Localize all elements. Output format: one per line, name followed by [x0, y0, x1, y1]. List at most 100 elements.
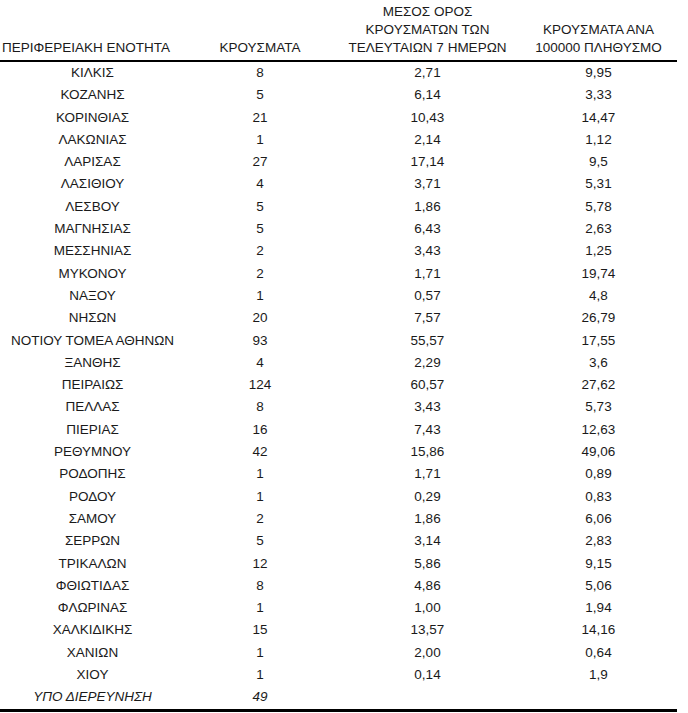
table-cell: 5,78: [520, 196, 677, 218]
table-cell: 1,25: [520, 240, 677, 262]
table-cell: 60,57: [335, 374, 520, 396]
table-cell: ΣΕΡΡΩΝ: [0, 530, 185, 552]
footer-label: ΥΠΟ ΔΙΕΡΕΥΝΗΣΗ: [0, 686, 185, 708]
table-cell: ΝΗΣΩΝ: [0, 307, 185, 329]
table-cell: 1: [185, 129, 335, 151]
table-row: ΠΕΛΛΑΣ83,435,73: [0, 396, 677, 418]
table-row: ΤΡΙΚΑΛΩΝ125,869,15: [0, 553, 677, 575]
table-cell: 42: [185, 441, 335, 463]
column-header-label-line: ΜΕΣΟΣ ΟΡΟΣ: [335, 3, 520, 21]
table-cell: 5: [185, 84, 335, 106]
column-header-regional-unit: ΠΕΡΙΦΕΡΕΙΑΚΗ ΕΝΟΤΗΤΑ: [0, 0, 185, 61]
table-cell: 19,74: [520, 263, 677, 285]
table-cell: 0,89: [520, 463, 677, 485]
table-cell: 1,71: [335, 463, 520, 485]
table-cell: 6,06: [520, 508, 677, 530]
table-cell: 3,33: [520, 84, 677, 106]
table-row: ΝΗΣΩΝ207,5726,79: [0, 307, 677, 329]
table-row: ΚΟΖΑΝΗΣ56,143,33: [0, 84, 677, 106]
table-cell: ΡΟΔΟΠΗΣ: [0, 463, 185, 485]
table-cell: 2: [185, 508, 335, 530]
table-cell: 3,71: [335, 173, 520, 195]
report-page: ΠΕΡΙΦΕΡΕΙΑΚΗ ΕΝΟΤΗΤΑ ΚΡΟΥΣΜΑΤΑ ΜΕΣΟΣ ΟΡΟ…: [0, 0, 688, 713]
table-row: ΡΟΔΟΥ10,290,83: [0, 486, 677, 508]
table-cell: ΤΡΙΚΑΛΩΝ: [0, 553, 185, 575]
table-cell: ΛΑΡΙΣΑΣ: [0, 151, 185, 173]
table-cell: 55,57: [335, 330, 520, 352]
table-cell: ΛΕΣΒΟΥ: [0, 196, 185, 218]
table-row: ΚΟΡΙΝΘΙΑΣ2110,4314,47: [0, 107, 677, 129]
table-cell: 1: [185, 642, 335, 664]
table-row: ΠΙΕΡΙΑΣ167,4312,63: [0, 419, 677, 441]
table-cell: 15: [185, 619, 335, 641]
table-cell: 14,16: [520, 619, 677, 641]
table-cell: 2: [185, 263, 335, 285]
table-row: ΣΕΡΡΩΝ53,142,83: [0, 530, 677, 552]
table-cell: 14,47: [520, 107, 677, 129]
table-cell: ΦΛΩΡΙΝΑΣ: [0, 597, 185, 619]
table-cell: 5: [185, 530, 335, 552]
header-row: ΠΕΡΙΦΕΡΕΙΑΚΗ ΕΝΟΤΗΤΑ ΚΡΟΥΣΜΑΤΑ ΜΕΣΟΣ ΟΡΟ…: [0, 0, 677, 61]
table-body: ΚΙΛΚΙΣ82,719,95ΚΟΖΑΝΗΣ56,143,33ΚΟΡΙΝΘΙΑΣ…: [0, 61, 677, 686]
table-cell: 2,71: [335, 61, 520, 84]
table-cell: ΧΑΛΚΙΔΙΚΗΣ: [0, 619, 185, 641]
table-row: ΦΘΙΩΤΙΔΑΣ84,865,06: [0, 575, 677, 597]
table-cell: 3,43: [335, 240, 520, 262]
table-cell: 8: [185, 61, 335, 84]
table-cell: ΦΘΙΩΤΙΔΑΣ: [0, 575, 185, 597]
column-header-label-line: ΤΕΛΕΥΤΑΙΩΝ 7 ΗΜΕΡΩΝ: [335, 39, 520, 57]
table-cell: 16: [185, 419, 335, 441]
table-cell: 7,57: [335, 307, 520, 329]
table-cell: 5,86: [335, 553, 520, 575]
table-cell: ΠΕΛΛΑΣ: [0, 396, 185, 418]
table-cell: ΡΕΘΥΜΝΟΥ: [0, 441, 185, 463]
table-cell: 9,95: [520, 61, 677, 84]
table-cell: 1,86: [335, 508, 520, 530]
column-header-label-line: ΚΡΟΥΣΜΑΤΩΝ ΤΩΝ: [335, 21, 520, 39]
table-cell: 4,8: [520, 285, 677, 307]
table-row: ΧΙΟΥ10,141,9: [0, 664, 677, 686]
table-cell: 2,83: [520, 530, 677, 552]
table-cell: 5,73: [520, 396, 677, 418]
table-cell: 12,63: [520, 419, 677, 441]
column-header-label-line: ΚΡΟΥΣΜΑΤΑ ΑΝΑ: [520, 21, 677, 39]
table-cell: 9,15: [520, 553, 677, 575]
table-cell: 4: [185, 173, 335, 195]
table-cell: 9,5: [520, 151, 677, 173]
table-cell: 15,86: [335, 441, 520, 463]
table-cell: 1,86: [335, 196, 520, 218]
table-cell: ΞΑΝΘΗΣ: [0, 352, 185, 374]
table-row: ΜΑΓΝΗΣΙΑΣ56,432,63: [0, 218, 677, 240]
table-cell: 1: [185, 486, 335, 508]
table-cell: 2,29: [335, 352, 520, 374]
table-cell: ΜΥΚΟΝΟΥ: [0, 263, 185, 285]
footer-empty-cell: [335, 686, 520, 708]
table-cell: 3,6: [520, 352, 677, 374]
bottom-double-rule: [0, 709, 677, 712]
table-row: ΧΑΝΙΩΝ12,000,64: [0, 642, 677, 664]
table-cell: 1,12: [520, 129, 677, 151]
table-cell: 1,71: [335, 263, 520, 285]
table-header: ΠΕΡΙΦΕΡΕΙΑΚΗ ΕΝΟΤΗΤΑ ΚΡΟΥΣΜΑΤΑ ΜΕΣΟΣ ΟΡΟ…: [0, 0, 677, 61]
table-cell: 2: [185, 240, 335, 262]
table-cell: ΠΕΙΡΑΙΩΣ: [0, 374, 185, 396]
table-row: ΞΑΝΘΗΣ42,293,6: [0, 352, 677, 374]
table-row: ΝΟΤΙΟΥ ΤΟΜΕΑ ΑΘΗΝΩΝ9355,5717,55: [0, 330, 677, 352]
footer-empty-cell: [520, 686, 677, 708]
table-cell: 6,43: [335, 218, 520, 240]
table-cell: 7,43: [335, 419, 520, 441]
table-cell: 8: [185, 396, 335, 418]
table-cell: ΣΑΜΟΥ: [0, 508, 185, 530]
table-cell: 0,83: [520, 486, 677, 508]
table-row: ΦΛΩΡΙΝΑΣ11,001,94: [0, 597, 677, 619]
table-cell: ΝΟΤΙΟΥ ΤΟΜΕΑ ΑΘΗΝΩΝ: [0, 330, 185, 352]
table-cell: 1,9: [520, 664, 677, 686]
table-cell: 6,14: [335, 84, 520, 106]
table-cell: 3,14: [335, 530, 520, 552]
table-row: ΝΑΞΟΥ10,574,8: [0, 285, 677, 307]
table-cell: ΛΑΣΙΘΙΟΥ: [0, 173, 185, 195]
table-cell: 49,06: [520, 441, 677, 463]
table-cell: 93: [185, 330, 335, 352]
table-cell: 4,86: [335, 575, 520, 597]
table-row: ΠΕΙΡΑΙΩΣ12460,5727,62: [0, 374, 677, 396]
